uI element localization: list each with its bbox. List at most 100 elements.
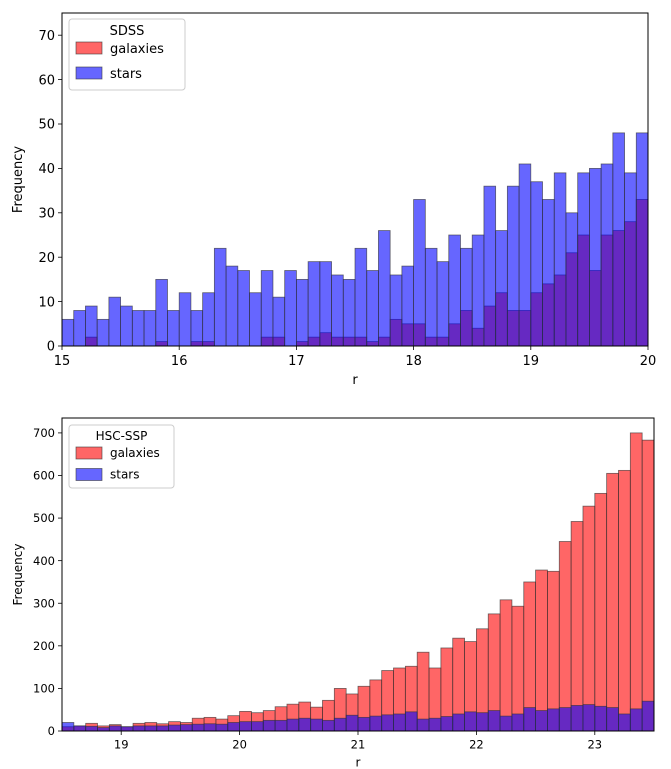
sdss-legend-swatch-galaxies — [75, 41, 103, 55]
sdss-bar-stars-35 — [471, 234, 485, 347]
sdss-bar-stars-49 — [635, 132, 649, 347]
sdss-bar-stars-9 — [167, 310, 180, 347]
hsc-x-tick-label-20: 20 — [232, 738, 247, 752]
hsc-bar-galaxies-46 — [606, 472, 619, 732]
sdss-x-axis-label: r — [352, 373, 358, 388]
hsc-y-ticks: 0 100 200 300 400 500 600 700 — [33, 426, 62, 738]
hsc-bar-stars-36 — [487, 710, 501, 732]
hsc-legend-label-stars: stars — [110, 468, 140, 482]
hsc-bar-stars-34 — [464, 711, 477, 732]
sdss-legend-label-stars: stars — [110, 67, 142, 82]
sdss-histogram-panel: 15 16 17 18 19 20 0 10 20 30 40 50 60 70 r Frequency… — [11, 12, 656, 388]
sdss-x-ticks: 15 16 17 18 19 20 — [54, 346, 656, 369]
hsc-y-tick-label-100: 100 — [33, 682, 55, 696]
hsc-bar-stars-29 — [404, 711, 418, 732]
sdss-bar-stars-18 — [272, 296, 286, 347]
hsc-bar-stars-44 — [582, 704, 596, 732]
hsc-legend-label-galaxies: galaxies — [110, 446, 160, 460]
sdss-bar-stars-30 — [413, 199, 426, 347]
sdss-bar-stars-4 — [108, 296, 121, 347]
hsc-bar-galaxies-47 — [618, 469, 631, 732]
sdss-bar-stars-44 — [577, 172, 590, 347]
hsc-bars — [61, 432, 655, 732]
sdss-bar-stars-33 — [448, 234, 461, 347]
sdss-bar-stars-15 — [237, 270, 250, 347]
hsc-y-tick-label-400: 400 — [33, 554, 55, 568]
hsc-bar-stars-37 — [499, 715, 513, 732]
hsc-bar-stars-8 — [156, 725, 169, 732]
hsc-bar-stars-21 — [310, 718, 323, 732]
sdss-y-tick-label-10: 10 — [38, 295, 55, 310]
sdss-x-tick-label-17: 17 — [288, 354, 305, 369]
hsc-bar-stars-25 — [357, 716, 371, 732]
hsc-bar-stars-13 — [215, 723, 229, 732]
hsc-bar-stars-43 — [570, 705, 584, 732]
hsc-bar-stars-30 — [416, 718, 430, 732]
hsc-bar-stars-6 — [132, 725, 146, 732]
sdss-bar-stars-24 — [342, 278, 356, 347]
hsc-y-tick-label-600: 600 — [33, 469, 55, 483]
hsc-bar-stars-5 — [120, 726, 134, 732]
hsc-x-ticks: 19 20 21 22 23 — [114, 731, 602, 752]
sdss-bar-stars-22 — [319, 261, 332, 347]
hsc-x-tick-label-22: 22 — [469, 738, 484, 752]
sdss-y-tick-label-70: 70 — [38, 29, 55, 44]
sdss-bar-stars-7 — [143, 310, 157, 347]
sdss-bar-stars-23 — [331, 274, 344, 347]
hsc-bar-galaxies-40 — [535, 569, 548, 732]
sdss-bar-stars-20 — [295, 278, 309, 347]
hsc-bar-galaxies-43 — [570, 521, 584, 732]
hsc-bar-stars-4 — [108, 725, 122, 732]
hsc-bar-galaxies-41 — [547, 570, 560, 732]
sdss-y-tick-label-0: 0 — [47, 340, 55, 355]
hsc-bar-galaxies-38 — [511, 605, 525, 732]
hsc-x-tick-label-21: 21 — [351, 738, 366, 752]
hsc-bar-stars-27 — [381, 714, 394, 732]
sdss-y-tick-label-30: 30 — [38, 206, 55, 221]
sdss-bar-stars-17 — [260, 270, 274, 347]
hsc-bar-stars-33 — [452, 713, 465, 732]
sdss-bar-stars-16 — [249, 292, 262, 347]
sdss-bar-stars-32 — [436, 261, 450, 347]
hsc-bar-stars-14 — [227, 722, 240, 732]
sdss-bar-stars-29 — [401, 265, 415, 347]
sdss-bar-stars-46 — [600, 163, 614, 347]
hsc-bar-stars-1 — [73, 725, 87, 732]
sdss-bar-stars-31 — [424, 247, 438, 347]
hsc-bar-stars-10 — [179, 724, 193, 732]
sdss-bar-stars-45 — [589, 167, 602, 347]
sdss-y-tick-label-20: 20 — [38, 251, 55, 266]
sdss-bars — [61, 132, 649, 347]
sdss-bar-stars-41 — [542, 199, 555, 347]
hsc-bar-stars-48 — [629, 708, 643, 732]
sdss-bar-stars-42 — [553, 172, 567, 347]
sdss-bar-stars-34 — [460, 247, 473, 347]
sdss-bar-stars-11 — [190, 310, 204, 347]
hsc-bar-stars-46 — [606, 707, 619, 732]
sdss-bar-stars-13 — [213, 247, 227, 347]
hsc-bar-stars-40 — [535, 710, 548, 732]
hsc-bar-galaxies-37 — [499, 599, 513, 732]
sdss-bar-stars-14 — [225, 265, 239, 347]
hsc-bar-stars-41 — [547, 708, 560, 732]
hsc-bar-stars-42 — [558, 707, 572, 732]
hsc-y-tick-label-300: 300 — [33, 596, 55, 610]
sdss-x-tick-label-18: 18 — [405, 354, 422, 369]
sdss-bar-stars-10 — [178, 292, 192, 347]
hsc-bar-galaxies-45 — [594, 492, 608, 732]
hsc-bar-stars-26 — [369, 715, 383, 732]
hsc-y-tick-label-500: 500 — [33, 511, 55, 525]
hsc-y-tick-label-0: 0 — [48, 724, 55, 738]
sdss-x-tick-label-19: 19 — [523, 354, 540, 369]
sdss-bar-stars-5 — [120, 305, 133, 347]
sdss-bar-stars-8 — [155, 278, 168, 347]
hsc-legend-swatch-stars — [75, 468, 103, 481]
sdss-bar-stars-28 — [389, 274, 403, 347]
sdss-bar-stars-38 — [506, 185, 520, 347]
sdss-y-ticks: 0 10 20 30 40 50 60 70 — [38, 29, 62, 355]
sdss-legend-title: SDSS — [110, 24, 145, 39]
sdss-bar-stars-48 — [624, 172, 637, 347]
hsc-bar-galaxies-49 — [641, 439, 655, 732]
sdss-bar-stars-1 — [73, 310, 86, 347]
hsc-bar-galaxies-48 — [629, 432, 643, 732]
